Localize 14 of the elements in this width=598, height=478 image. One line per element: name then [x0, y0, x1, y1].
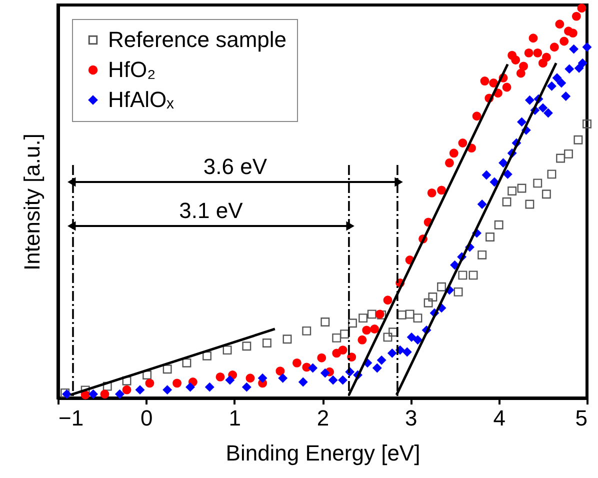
- legend-label: Reference sample: [108, 27, 287, 52]
- x-tick-label: 0: [140, 406, 153, 430]
- x-tick-label: 2: [316, 406, 330, 430]
- legend-label: HfO₂: [108, 57, 156, 82]
- x-tick-label: 3: [405, 406, 418, 430]
- x-tick-label: −1: [58, 406, 84, 430]
- annotation: 3.1 eV: [179, 198, 244, 223]
- annotation: 3.6 eV: [203, 154, 268, 179]
- x-tick-label: 1: [228, 406, 241, 430]
- x-tick-label: 5: [575, 406, 588, 430]
- x-tick-label: 4: [493, 406, 506, 430]
- y-axis-title: Intensity [a.u.]: [20, 134, 44, 270]
- x-axis-title: Binding Energy [eV]: [226, 440, 420, 466]
- legend-label: HfAlOₓ: [108, 87, 175, 112]
